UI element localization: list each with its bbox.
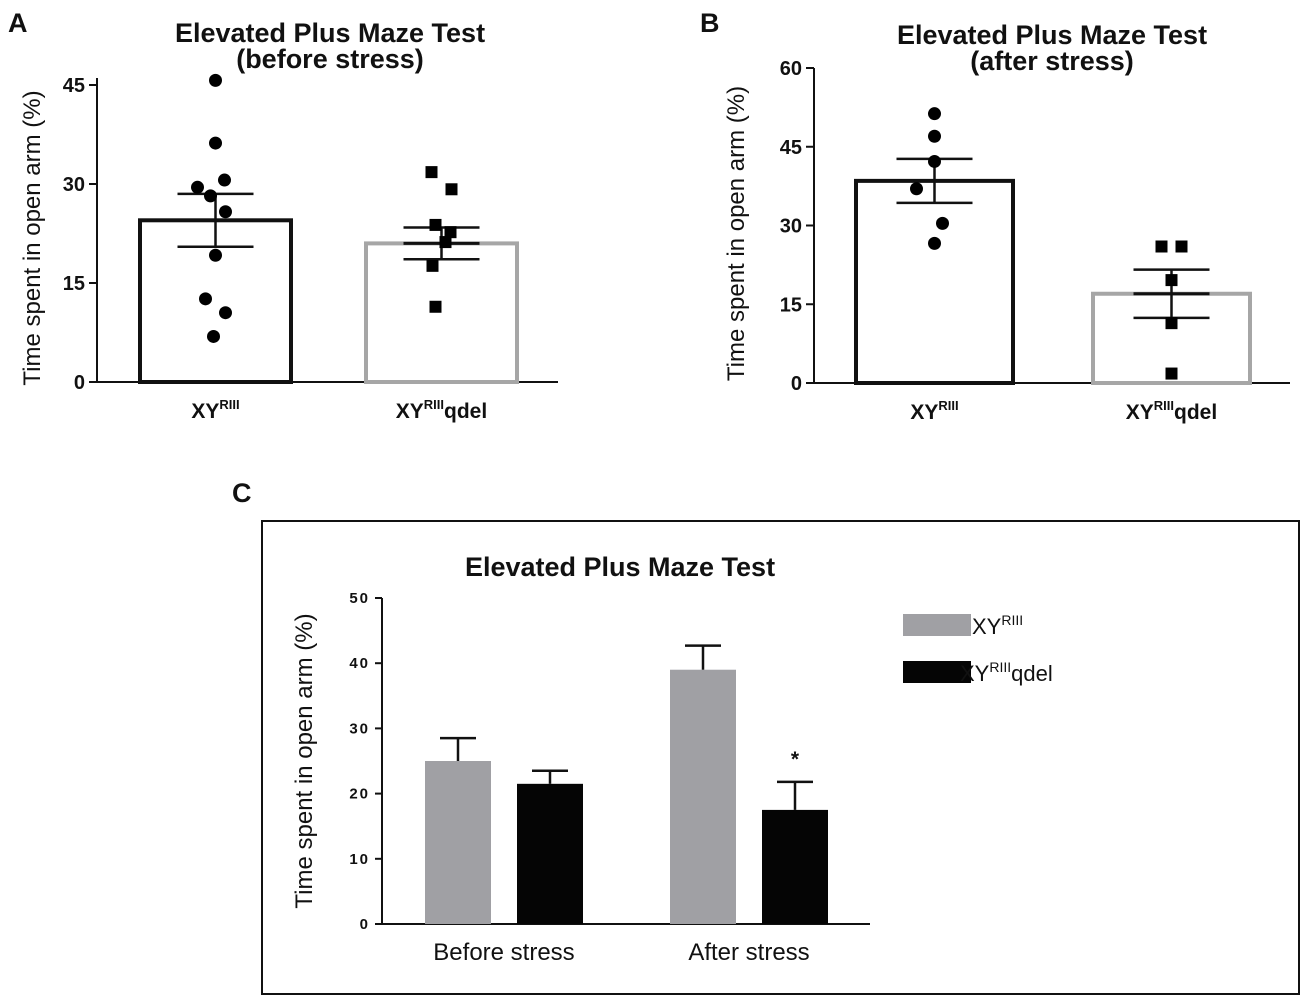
data-point	[199, 292, 212, 306]
data-point	[209, 248, 222, 262]
data-point	[219, 205, 232, 219]
chart-subtitle: (before stress)	[236, 44, 424, 74]
y-tick-label: 60	[780, 58, 802, 80]
panel-label: B	[700, 8, 720, 38]
bar	[425, 761, 491, 924]
category-label-base: XY	[910, 401, 938, 424]
data-point	[928, 236, 941, 250]
data-point	[1155, 240, 1168, 253]
category-label-base: XY	[1126, 401, 1154, 424]
y-tick-label: 40	[349, 655, 370, 672]
y-axis-label: Time spent in open arm (%)	[19, 90, 46, 385]
category-label-base: XY	[972, 614, 1002, 639]
y-tick-label: 45	[63, 75, 85, 97]
y-tick-label: 30	[349, 720, 370, 737]
category-label: XYRIII	[972, 612, 1023, 639]
category-label-suffix: qdel	[444, 400, 487, 423]
category-label: XYRIIIqdel	[960, 659, 1053, 686]
category-label-suffix: qdel	[1011, 661, 1053, 686]
panel-label: A	[8, 8, 28, 38]
data-point	[191, 180, 204, 194]
y-tick-label: 10	[349, 851, 370, 868]
data-point	[207, 329, 220, 343]
data-point	[910, 182, 923, 196]
bar	[854, 178, 1015, 385]
y-tick-label: 0	[74, 372, 85, 394]
legend-swatch	[903, 661, 971, 683]
category-label-base: XY	[396, 400, 424, 423]
chart-subtitle: (after stress)	[970, 46, 1134, 76]
data-point	[209, 73, 222, 87]
y-tick-label: 0	[791, 373, 802, 395]
data-point	[928, 129, 941, 143]
category-label-base: XY	[960, 661, 990, 686]
y-tick-label: 30	[780, 216, 802, 238]
bar	[670, 669, 736, 924]
category-label-superscript: RIII	[1154, 398, 1174, 413]
category-label-superscript: RIII	[1001, 612, 1023, 628]
data-point	[209, 136, 222, 150]
data-point	[429, 300, 442, 313]
data-point	[444, 226, 457, 239]
data-point	[1165, 317, 1178, 330]
y-tick-label: 30	[63, 174, 85, 196]
category-label-superscript: RIII	[424, 397, 444, 412]
data-point	[928, 154, 941, 168]
data-point	[219, 306, 232, 320]
y-tick-label: 15	[63, 273, 85, 295]
y-tick-label: 0	[360, 916, 370, 933]
chart-title: Elevated Plus Maze Test	[897, 20, 1207, 50]
bar	[762, 809, 828, 924]
panel-label: C	[232, 478, 252, 508]
data-point	[218, 173, 231, 187]
chart-title: Elevated Plus Maze Test	[465, 552, 775, 582]
category-label-superscript: RIII	[989, 659, 1011, 675]
data-point	[439, 236, 452, 249]
y-axis-label: Time spent in open arm (%)	[291, 613, 318, 908]
category-label: XYRIIIqdel	[396, 397, 487, 423]
data-point	[445, 183, 458, 196]
data-point	[425, 166, 438, 179]
significance-marker: *	[791, 748, 800, 771]
data-point	[1165, 274, 1178, 287]
y-axis-label: Time spent in open arm (%)	[723, 86, 750, 381]
panel-c-frame	[261, 520, 1300, 995]
y-tick-label: 15	[780, 294, 802, 316]
bar	[517, 783, 583, 924]
y-tick-label: 45	[780, 137, 802, 159]
y-tick-label: 50	[349, 590, 370, 607]
data-point	[928, 107, 941, 121]
group-label: After stress	[688, 939, 809, 966]
data-point	[936, 216, 949, 230]
category-label-suffix: qdel	[1174, 401, 1217, 424]
data-point	[426, 259, 439, 272]
data-point	[1165, 367, 1178, 380]
chart-title: Elevated Plus Maze Test	[175, 18, 485, 48]
category-label-base: XY	[191, 400, 219, 423]
data-point	[204, 189, 217, 203]
category-label: XYRIIIqdel	[1126, 398, 1217, 424]
category-label-superscript: RIII	[219, 397, 239, 412]
legend-swatch	[903, 614, 971, 636]
category-label-superscript: RIII	[938, 398, 958, 413]
group-label: Before stress	[433, 939, 574, 966]
data-point	[429, 218, 442, 231]
data-point	[1175, 240, 1188, 253]
category-label: XYRIII	[191, 397, 239, 423]
y-tick-label: 20	[349, 786, 370, 803]
category-label: XYRIII	[910, 398, 958, 424]
